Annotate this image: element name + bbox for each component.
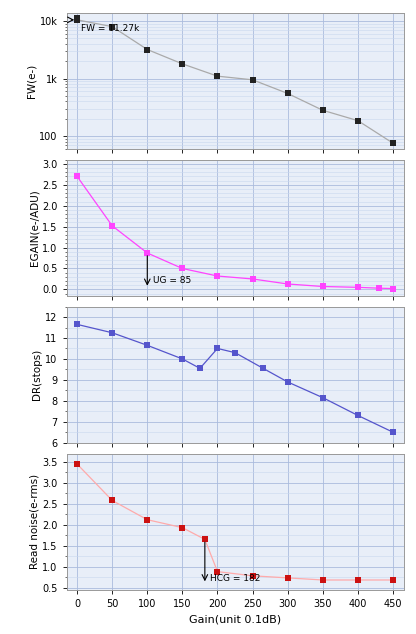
Y-axis label: DR(stops): DR(stops) [32,349,42,400]
Text: HCG = 182: HCG = 182 [210,574,261,583]
Y-axis label: FW(e-): FW(e-) [26,63,36,98]
Text: FW = 11.27k: FW = 11.27k [81,23,139,33]
Text: UG = 85: UG = 85 [153,276,191,285]
Y-axis label: EGAIN(e-/ADU): EGAIN(e-/ADU) [29,190,39,266]
Y-axis label: Read noise(e-rms): Read noise(e-rms) [29,474,39,569]
X-axis label: Gain(unit 0.1dB): Gain(unit 0.1dB) [189,614,281,624]
